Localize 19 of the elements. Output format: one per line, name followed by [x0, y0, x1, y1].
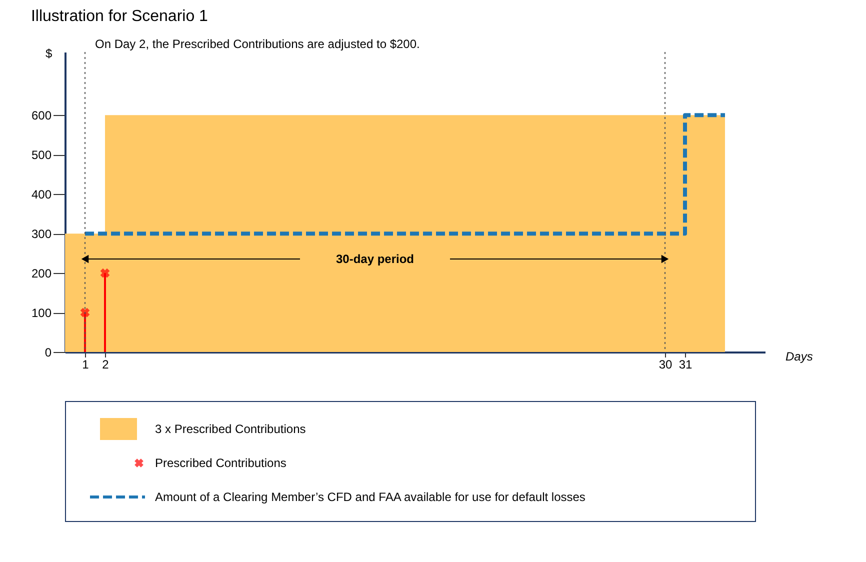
- y-tick-label: 400: [31, 188, 52, 202]
- x-axis-title: Days: [786, 350, 813, 364]
- annotation: 30-day period: [336, 252, 414, 266]
- y-tick-label: 200: [31, 266, 52, 281]
- y-axis-title: $: [46, 46, 52, 60]
- legend-label: Amount of a Clearing Member’s CFD and FAA available for use for default losses: [155, 490, 586, 504]
- x-tick-label: 31: [678, 358, 692, 372]
- x-tick-label: 30: [658, 358, 672, 372]
- legend-label: 3 x Prescribed Contributions: [155, 422, 306, 436]
- y-tick-label: 600: [31, 108, 52, 123]
- x-tick-label: 2: [102, 358, 110, 372]
- text: On Day 2, the Prescribed Contributions are adjusted to $200.: [95, 37, 420, 51]
- y-tick-label: 100: [31, 306, 52, 320]
- y-tick-label: 500: [31, 148, 52, 162]
- chart-title: Illustration for Scenario 1: [30, 8, 208, 25]
- x-tick-label: 1: [82, 358, 90, 372]
- legend-label: Prescribed Contributions: [155, 456, 286, 470]
- y-tick-label: 300: [31, 227, 52, 242]
- y-tick-label: 0: [44, 346, 52, 360]
